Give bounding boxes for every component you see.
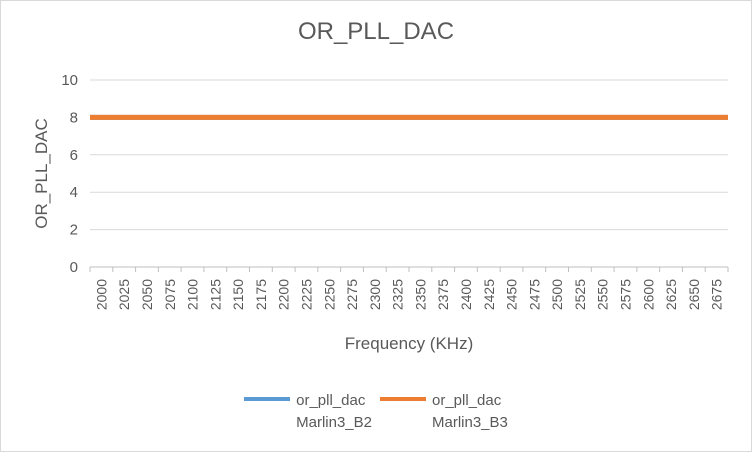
x-tick-label: 2250 (321, 279, 337, 310)
y-tick-label: 10 (61, 72, 78, 89)
legend-item-b3: or_pll_dac Marlin3_B3 (380, 390, 508, 434)
x-tick-label: 2675 (709, 279, 725, 310)
legend-swatch-b2 (244, 397, 291, 401)
x-tick-label: 2500 (549, 279, 565, 310)
x-tick-label: 2075 (162, 279, 178, 310)
x-tick-label: 2575 (617, 279, 633, 310)
y-tick-label: 4 (70, 184, 78, 201)
x-tick-label: 2625 (663, 279, 679, 310)
y-tick-label: 0 (70, 259, 78, 276)
x-tick-label: 2475 (526, 279, 542, 310)
y-tick-label: 6 (70, 147, 78, 164)
chart-title: OR_PLL_DAC (297, 18, 455, 45)
x-tick-label: 2375 (435, 279, 451, 310)
x-tick-label: 2600 (640, 279, 656, 310)
x-axis-label: Frequency (KHz) (345, 334, 473, 353)
legend-item-b2: or_pll_dac Marlin3_B2 (244, 390, 372, 434)
legend-label-b2-line1: or_pll_dac (296, 392, 366, 409)
legend-label-b3-line1: or_pll_dac (432, 392, 502, 409)
x-tick-label: 2425 (481, 279, 497, 310)
x-tick-label: 2125 (207, 279, 223, 310)
x-tick-label: 2650 (686, 279, 702, 310)
x-tick-label: 2450 (504, 279, 520, 310)
x-tick-label: 2325 (390, 279, 406, 310)
x-tick-label: 2300 (367, 279, 383, 310)
legend-label-b2-line2: Marlin3_B2 (296, 414, 372, 431)
x-tick-label: 2350 (412, 279, 428, 310)
x-tick-label: 2150 (230, 279, 246, 310)
x-tick-label: 2275 (344, 279, 360, 310)
x-tick-label: 2525 (572, 279, 588, 310)
x-tick-label: 2050 (139, 279, 155, 310)
legend: or_pll_dac Marlin3_B2 or_pll_dac Marlin3… (0, 390, 752, 434)
x-tick-label: 2025 (116, 279, 132, 310)
legend-label-b3-line2: Marlin3_B3 (432, 414, 508, 431)
x-tick-label: 2200 (276, 279, 292, 310)
x-tick-label: 2400 (458, 279, 474, 310)
x-tick-label: 2550 (595, 279, 611, 310)
x-tick-label: 2225 (298, 279, 314, 310)
x-tick-label: 2175 (253, 279, 269, 310)
y-tick-label: 2 (70, 222, 78, 239)
x-tick-label: 2000 (93, 279, 109, 310)
legend-swatch-b3 (380, 397, 426, 401)
y-tick-label: 8 (70, 109, 78, 126)
y-axis-label: OR_PLL_DAC (32, 118, 51, 229)
x-tick-label: 2100 (185, 279, 201, 310)
